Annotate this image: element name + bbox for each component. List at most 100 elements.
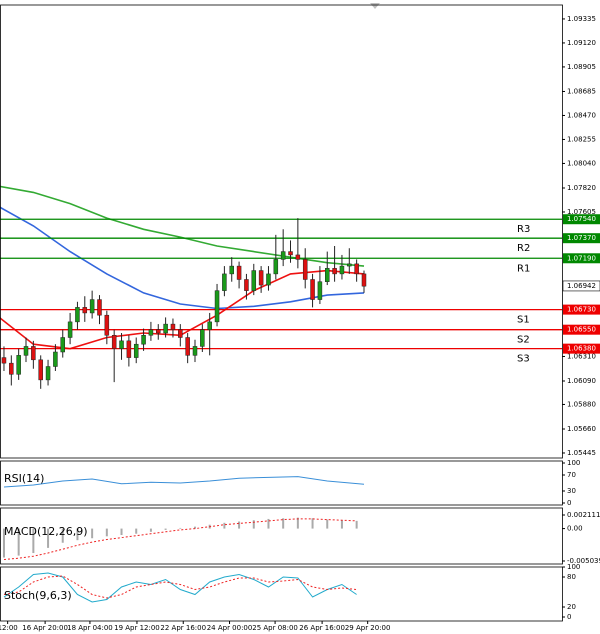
candle-body	[163, 323, 168, 334]
macd-bar	[340, 520, 343, 529]
x-tick-label: 25 Apr 08:00	[252, 624, 298, 632]
candle-body	[170, 323, 176, 330]
level-name: S1	[517, 315, 530, 326]
price-tag	[563, 343, 600, 354]
y-tick-label: 1.09335	[567, 15, 596, 23]
y-tick-label: 0	[567, 499, 571, 507]
candle-body	[156, 329, 161, 334]
candle-body	[251, 270, 257, 291]
candle-body	[236, 265, 242, 280]
candle-body	[45, 366, 51, 381]
candle-body	[258, 270, 264, 286]
candle-body	[192, 346, 198, 356]
candle-body	[16, 355, 21, 375]
macd-bar	[326, 519, 329, 529]
current-price-label: 1.06942	[567, 282, 596, 290]
x-tick-label: 29 Apr 20:00	[345, 624, 391, 632]
stoch-k	[3, 572, 357, 603]
y-tick-label: 80	[567, 573, 576, 581]
price-tag-label: 1.06730	[567, 306, 596, 314]
candle-body	[89, 299, 95, 314]
y-tick-label: 70	[567, 471, 576, 479]
candle-body	[302, 259, 308, 280]
macd-bar	[61, 528, 64, 543]
candle-body	[310, 279, 315, 300]
candle-body	[60, 337, 65, 353]
macd-bar	[135, 528, 138, 534]
macd-bar	[267, 518, 270, 529]
y-tick-label: 1.08905	[567, 63, 596, 71]
macd-bar	[179, 527, 182, 529]
y-tick-label: 100	[567, 563, 580, 571]
y-tick-label: 1.05660	[567, 425, 596, 433]
candle-body	[332, 268, 337, 275]
candle-body	[317, 281, 323, 300]
candle-body	[111, 335, 117, 349]
candle-body	[119, 340, 124, 349]
price-tag-label: 1.07370	[567, 234, 596, 242]
indicator-title: Stoch(9,6,3)	[4, 589, 72, 602]
y-tick-label: 1.06310	[567, 352, 596, 360]
moving-average	[0, 185, 365, 267]
price-tag	[563, 324, 600, 335]
macd-bar	[223, 522, 226, 529]
panel-frame	[0, 460, 563, 506]
candle-body	[214, 290, 220, 323]
level-name: R2	[517, 243, 530, 254]
candle-body	[75, 307, 80, 323]
y-tick-label: 1.09120	[567, 39, 596, 47]
x-tick-label: 12:00	[0, 624, 18, 632]
macd-bar	[193, 526, 196, 529]
y-tick-label: 0.00	[567, 525, 583, 533]
x-tick-label: 26 Apr 16:00	[299, 624, 345, 632]
candle-body	[280, 251, 286, 260]
scroll-marker	[370, 3, 380, 9]
y-tick-label: 1.08470	[567, 111, 596, 119]
price-tag	[563, 233, 600, 244]
candle-body	[361, 273, 367, 287]
macd-bar	[47, 528, 50, 548]
y-tick-label: 1.07820	[567, 184, 596, 192]
macd-bar	[105, 528, 108, 537]
candle-body	[200, 329, 205, 347]
indicator-title: MACD(12,26,9)	[4, 525, 88, 538]
candle-body	[82, 307, 88, 314]
y-tick-label: 1.06090	[567, 377, 596, 385]
y-tick-label: 1.08685	[567, 87, 596, 95]
level-name: S3	[517, 354, 530, 365]
candle-body	[126, 340, 132, 358]
macd-bar	[91, 528, 94, 539]
y-tick-label: 1.05880	[567, 400, 596, 408]
price-tag	[563, 304, 600, 315]
candle-body	[339, 265, 345, 275]
y-tick-label: 20	[567, 603, 576, 611]
candle-body	[266, 273, 271, 286]
macd-bar	[32, 528, 35, 554]
y-tick-label: 1.07605	[567, 208, 596, 216]
candle-body	[295, 254, 301, 260]
macd-bar	[282, 518, 285, 529]
y-tick-label: 1.08255	[567, 135, 596, 143]
candle-body	[288, 251, 293, 256]
indicator-title: RSI(14)	[4, 472, 44, 485]
price-tag-label: 1.06550	[567, 326, 596, 334]
candle-body	[104, 314, 110, 336]
macd-signal	[3, 518, 357, 560]
macd-bar	[311, 518, 314, 529]
candle-body	[141, 335, 146, 345]
y-tick-label: 100	[567, 459, 580, 467]
candle-body	[354, 263, 359, 275]
macd-bar	[120, 528, 123, 536]
macd-bar	[252, 520, 255, 529]
macd-bar	[238, 521, 241, 529]
rsi-line	[3, 476, 365, 488]
x-tick-label: 18 Apr 04:00	[67, 624, 113, 632]
x-tick-label: 22 Apr 16:00	[160, 624, 206, 632]
candle-body	[53, 351, 58, 367]
candle-body	[185, 337, 190, 356]
current-price-tag	[562, 280, 600, 292]
candle-body	[244, 279, 249, 291]
candle-body	[148, 329, 154, 336]
y-tick-label: 0.002111	[567, 511, 600, 519]
